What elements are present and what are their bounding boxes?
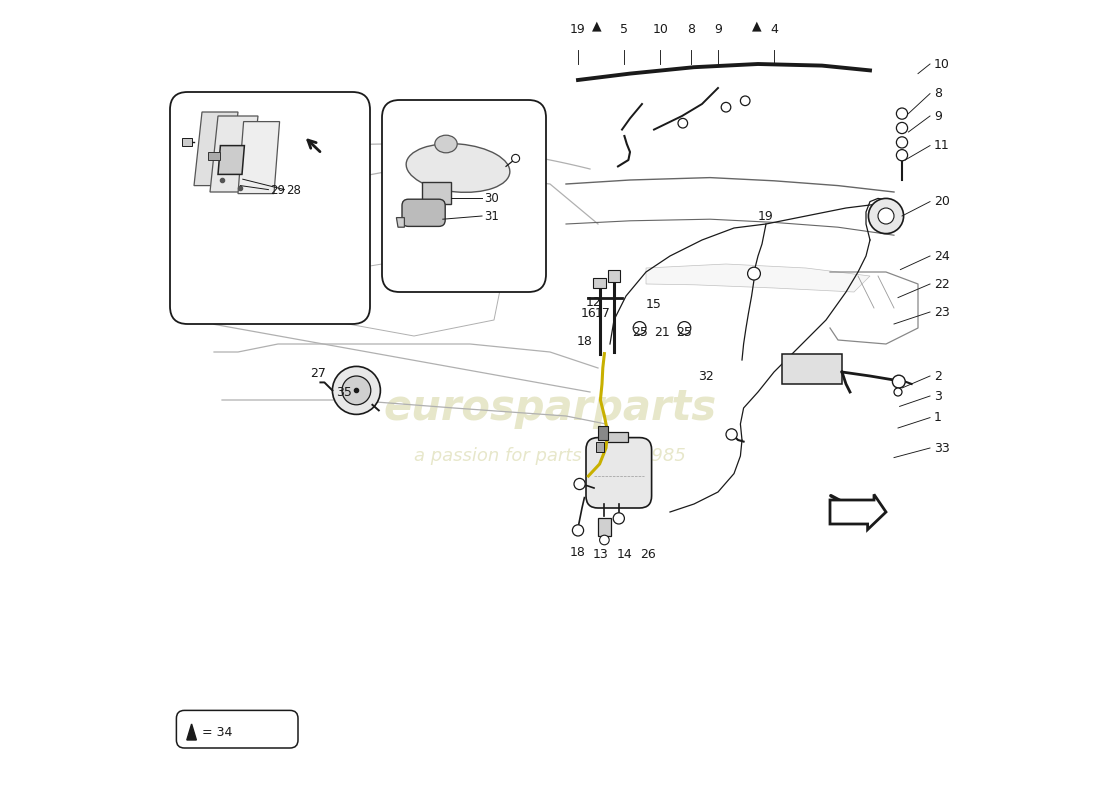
Text: 8: 8: [934, 87, 942, 100]
Text: 15: 15: [646, 298, 662, 310]
Polygon shape: [238, 122, 279, 194]
Text: 23: 23: [934, 306, 949, 318]
Text: 3: 3: [934, 390, 942, 402]
Text: 21: 21: [654, 326, 670, 338]
Bar: [598, 426, 607, 440]
Text: 17: 17: [595, 307, 610, 320]
FancyBboxPatch shape: [586, 438, 651, 508]
Circle shape: [894, 388, 902, 396]
FancyBboxPatch shape: [382, 100, 546, 292]
Bar: [422, 182, 451, 204]
Text: 4: 4: [770, 23, 778, 36]
Circle shape: [740, 96, 750, 106]
Text: a passion for parts since 1985: a passion for parts since 1985: [414, 447, 686, 465]
Text: 25: 25: [676, 326, 692, 338]
Text: 24: 24: [934, 250, 949, 262]
Text: eurosparparts: eurosparparts: [384, 387, 716, 429]
Polygon shape: [218, 146, 244, 174]
Text: 13: 13: [593, 548, 608, 561]
Text: 33: 33: [934, 442, 949, 454]
Text: 11: 11: [934, 139, 949, 152]
Circle shape: [748, 267, 760, 280]
Circle shape: [600, 535, 609, 545]
Text: 26: 26: [640, 548, 656, 561]
Text: 20: 20: [934, 195, 950, 208]
Bar: [593, 278, 606, 288]
Text: 28: 28: [286, 184, 301, 197]
Text: 29: 29: [270, 184, 285, 197]
Circle shape: [634, 322, 646, 334]
Circle shape: [896, 122, 907, 134]
Text: 18: 18: [576, 335, 592, 348]
Text: 19: 19: [570, 23, 586, 36]
Bar: [607, 270, 620, 282]
Circle shape: [878, 208, 894, 224]
Polygon shape: [187, 724, 197, 740]
Circle shape: [892, 375, 905, 388]
Polygon shape: [646, 264, 870, 292]
Circle shape: [574, 478, 585, 490]
Bar: [182, 138, 191, 146]
Polygon shape: [830, 494, 886, 530]
Text: 19: 19: [758, 210, 774, 222]
Text: 9: 9: [714, 23, 722, 36]
Polygon shape: [396, 218, 405, 227]
Text: 10: 10: [652, 23, 669, 36]
Text: 12: 12: [586, 296, 602, 309]
Text: 25: 25: [631, 326, 648, 338]
Text: 14: 14: [616, 548, 632, 561]
Circle shape: [726, 429, 737, 440]
Text: 27: 27: [310, 367, 326, 380]
FancyBboxPatch shape: [170, 92, 370, 324]
Circle shape: [896, 108, 907, 119]
Circle shape: [896, 150, 907, 161]
Bar: [598, 518, 611, 536]
Polygon shape: [210, 116, 258, 192]
Circle shape: [342, 376, 371, 405]
Text: 5: 5: [620, 23, 628, 36]
Ellipse shape: [406, 144, 509, 192]
Circle shape: [332, 366, 381, 414]
Text: 8: 8: [686, 23, 695, 36]
Text: 2: 2: [934, 370, 942, 382]
Text: 18: 18: [570, 546, 586, 558]
Bar: [208, 152, 220, 160]
Text: ▲: ▲: [592, 19, 602, 32]
Text: 35: 35: [337, 386, 352, 398]
Text: 31: 31: [484, 210, 499, 222]
Text: 10: 10: [934, 58, 950, 70]
Circle shape: [512, 154, 519, 162]
Text: ▲: ▲: [751, 19, 761, 32]
Text: 1: 1: [934, 411, 942, 424]
Text: 16: 16: [581, 307, 596, 320]
Text: = 34: = 34: [202, 726, 232, 738]
Text: 30: 30: [484, 192, 499, 205]
Circle shape: [613, 513, 625, 524]
Ellipse shape: [434, 135, 458, 153]
Circle shape: [868, 198, 903, 234]
Text: 32: 32: [698, 370, 714, 382]
Bar: [596, 442, 604, 452]
Text: 9: 9: [934, 110, 942, 122]
FancyBboxPatch shape: [176, 710, 298, 748]
Polygon shape: [194, 112, 238, 186]
Text: 22: 22: [934, 278, 949, 290]
Circle shape: [572, 525, 584, 536]
Circle shape: [896, 137, 907, 148]
Circle shape: [722, 102, 730, 112]
Circle shape: [678, 118, 688, 128]
Bar: [782, 354, 842, 384]
FancyBboxPatch shape: [402, 199, 446, 226]
Bar: [606, 432, 628, 442]
Circle shape: [678, 322, 691, 334]
